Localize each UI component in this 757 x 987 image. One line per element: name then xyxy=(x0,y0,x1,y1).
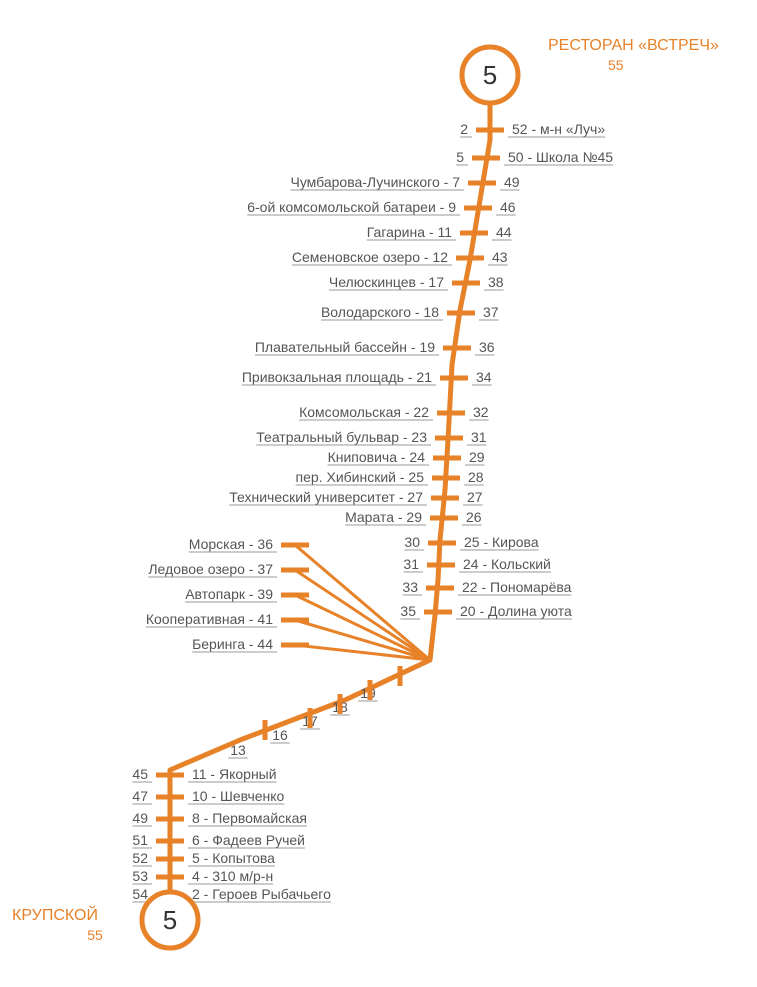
stop-right-label: 26 xyxy=(466,509,482,525)
stop-right-label: 44 xyxy=(496,224,512,240)
stop-left-label: 33 xyxy=(402,579,418,595)
branch-label: Морская - 36 xyxy=(189,536,273,552)
stop-left-label: 31 xyxy=(403,556,419,572)
stop-left-label: 53 xyxy=(132,868,148,884)
stop-left-label: Плавательный бассейн - 19 xyxy=(255,339,435,355)
stop-right-label: 36 xyxy=(479,339,495,355)
branch-label: Автопарк - 39 xyxy=(185,586,273,602)
stop-left-label: Привокзальная площадь - 21 xyxy=(242,369,432,385)
stop-right-label: 4 - 310 м/р-н xyxy=(192,868,273,884)
stop-right-label: 5 - Копытова xyxy=(192,850,275,866)
stop-left-label: Комсомольская - 22 xyxy=(299,404,429,420)
stop-left-label: Театральный бульвар - 23 xyxy=(256,429,427,445)
branch-label: Ледовое озеро - 37 xyxy=(148,561,273,577)
stop-right-label: 52 - м-н «Луч» xyxy=(512,121,605,137)
terminal-name: РЕСТОРАН «ВСТРЕЧ» xyxy=(548,37,719,54)
diag-stop-num: 16 xyxy=(272,727,288,743)
stop-left-label: 47 xyxy=(132,788,148,804)
terminal-time: 55 xyxy=(608,57,624,73)
stop-right-label: 29 xyxy=(469,449,485,465)
stop-left-label: Марата - 29 xyxy=(345,509,422,525)
stop-right-label: 49 xyxy=(504,174,520,190)
route-number: 5 xyxy=(163,905,177,935)
stop-left-label: 52 xyxy=(132,850,148,866)
route-diagram: 2 52 - м-н «Луч» 5 50 - Школа №45 Чумбарова-… xyxy=(0,0,757,987)
stop-right-label: 20 - Долина уюта xyxy=(460,603,572,619)
stop-right-label: 37 xyxy=(483,304,499,320)
terminal-time: 55 xyxy=(87,927,103,943)
branch-label: Кооперативная - 41 xyxy=(146,611,273,627)
stop-left-label: 5 xyxy=(456,149,464,165)
stop-right-label: 31 xyxy=(471,429,487,445)
stop-left-label: 35 xyxy=(400,603,416,619)
terminal-name: КРУПСКОЙ xyxy=(12,905,98,924)
stop-left-label: Чумбарова-Лучинского - 7 xyxy=(291,174,461,190)
stop-left-label: Володарского - 18 xyxy=(321,304,439,320)
stop-right-label: 25 - Кирова xyxy=(464,534,539,550)
stop-right-label: 38 xyxy=(488,274,504,290)
stop-left-label: Семеновское озеро - 12 xyxy=(292,249,448,265)
route-number: 5 xyxy=(483,60,497,90)
stop-left-label: 2 xyxy=(460,121,468,137)
stop-right-label: 34 xyxy=(476,369,492,385)
stop-right-label: 43 xyxy=(492,249,508,265)
stop-left-label: 49 xyxy=(132,810,148,826)
branch-label: Беринга - 44 xyxy=(192,636,273,652)
stop-right-label: 2 - Героев Рыбачьего xyxy=(192,886,331,902)
stop-right-label: 28 xyxy=(468,469,484,485)
stop-right-label: 46 xyxy=(500,199,516,215)
stop-left-label: 45 xyxy=(132,766,148,782)
stop-right-label: 27 xyxy=(467,489,483,505)
stop-right-label: 32 xyxy=(473,404,489,420)
stop-right-label: 24 - Кольский xyxy=(463,556,551,572)
stop-left-label: Книповича - 24 xyxy=(328,449,426,465)
stop-left-label: 30 xyxy=(404,534,420,550)
stop-right-label: 22 - Пономарёва xyxy=(462,579,572,595)
stop-left-label: 6-ой комсомольской батареи - 9 xyxy=(247,199,456,215)
stop-left-label: пер. Хибинский - 25 xyxy=(296,469,425,485)
stop-left-label: Гагарина - 11 xyxy=(367,224,452,240)
stop-left-label: Челюскинцев - 17 xyxy=(329,274,444,290)
diag-stop-num: 13 xyxy=(230,742,246,758)
stop-left-label: Технический университет - 27 xyxy=(229,489,423,505)
stop-right-label: 11 - Якорный xyxy=(192,766,277,782)
stop-right-label: 8 - Первомайская xyxy=(192,810,307,826)
stop-right-label: 6 - Фадеев Ручей xyxy=(192,832,305,848)
stop-left-label: 54 xyxy=(132,886,148,902)
stop-right-label: 10 - Шевченко xyxy=(192,788,285,804)
stop-right-label: 50 - Школа №45 xyxy=(508,149,613,165)
stop-left-label: 51 xyxy=(132,832,148,848)
